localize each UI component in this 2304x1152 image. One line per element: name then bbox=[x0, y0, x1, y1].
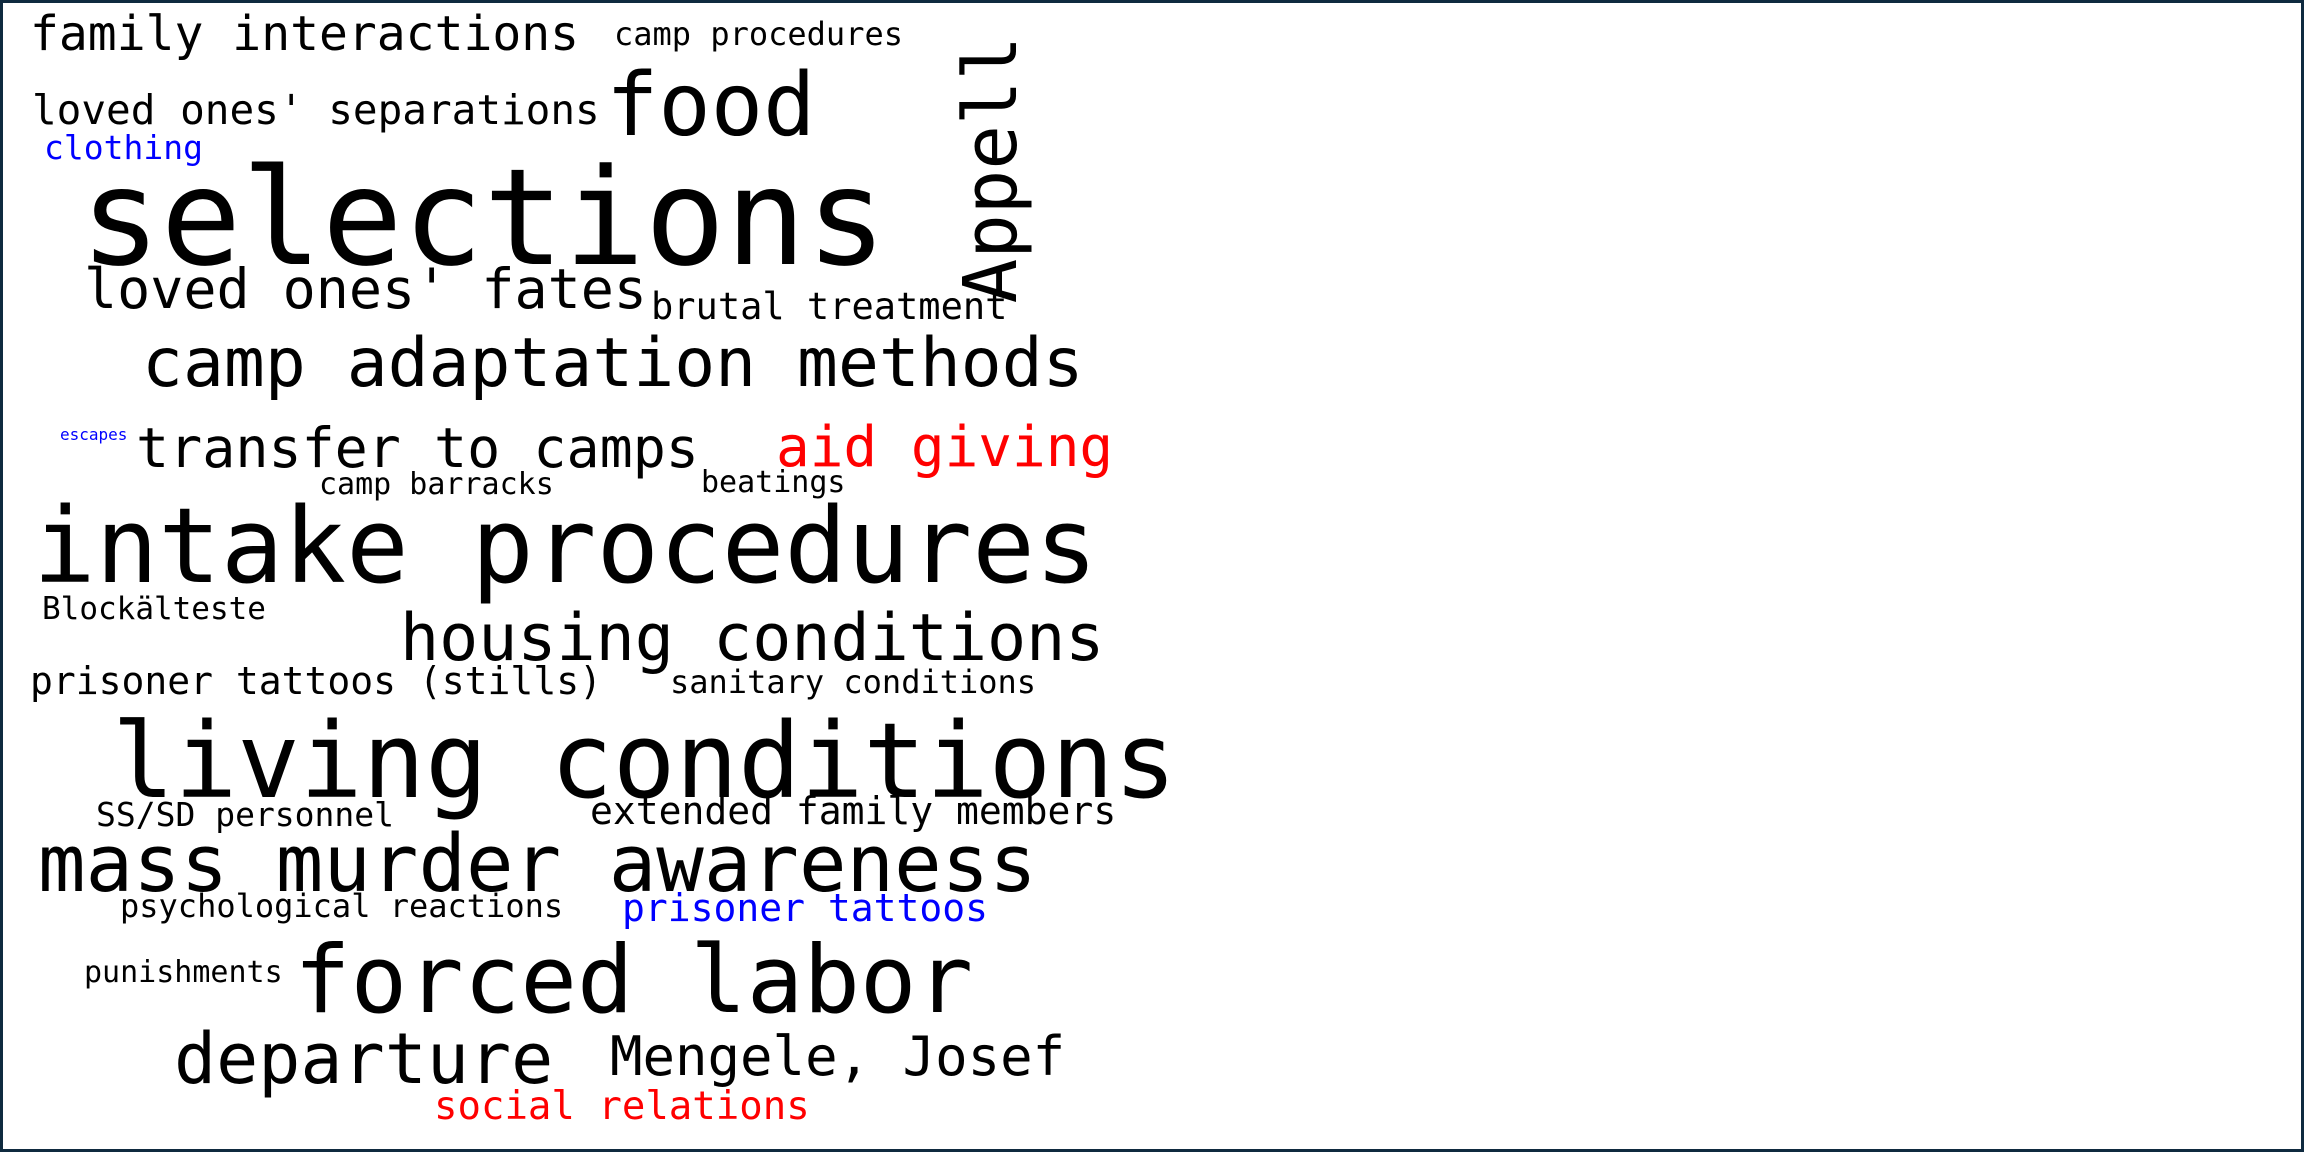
word-beatings: beatings bbox=[701, 465, 846, 500]
word-cloud-canvas: family interactions camp procedures love… bbox=[3, 3, 2301, 1149]
word-family-interactions: family interactions bbox=[30, 6, 580, 62]
word-psychological-reactions: psychological reactions bbox=[120, 887, 564, 925]
word-social-relations: social relations bbox=[434, 1084, 810, 1129]
word-mass-murder-awareness: mass murder awareness bbox=[38, 818, 1037, 910]
word-escapes: escapes bbox=[60, 425, 128, 444]
word-camp-barracks: camp barracks bbox=[319, 467, 554, 502]
word-food: food bbox=[606, 54, 816, 156]
word-intake-procedures: intake procedures bbox=[33, 485, 1098, 607]
word-selections: selections bbox=[80, 140, 887, 296]
word-sanitary-conditions: sanitary conditions bbox=[670, 663, 1037, 701]
word-extended-family-members: extended family members bbox=[590, 789, 1117, 833]
word-loved-ones-fates: loved ones' fates bbox=[84, 257, 647, 321]
word-transfer-to-camps: transfer to camps bbox=[136, 416, 699, 480]
word-mengele-josef: Mengele, Josef bbox=[610, 1025, 1066, 1088]
word-camp-adaptation-methods: camp adaptation methods bbox=[142, 324, 1084, 403]
word-camp-procedures: camp procedures bbox=[614, 15, 903, 53]
word-punishments: punishments bbox=[84, 955, 283, 990]
word-living-conditions: living conditions bbox=[112, 700, 1177, 822]
word-aid-giving: aid giving bbox=[776, 415, 1114, 480]
word-forced-labor: forced labor bbox=[294, 926, 974, 1035]
word-loved-ones-separations: loved ones' separations bbox=[32, 86, 600, 134]
word-brutal-treatment: brutal treatment bbox=[651, 285, 1008, 328]
word-housing-conditions: housing conditions bbox=[400, 601, 1105, 676]
word-departure: departure bbox=[174, 1018, 554, 1100]
word-ss-sd-personnel: SS/SD personnel bbox=[96, 795, 395, 834]
word-blockalteste: Blockälteste bbox=[42, 591, 266, 627]
word-appell: Appell bbox=[948, 36, 1034, 304]
word-clothing: clothing bbox=[44, 128, 203, 167]
word-prisoner-tattoos-stills: prisoner tattoos (stills) bbox=[30, 659, 602, 703]
word-prisoner-tattoos: prisoner tattoos bbox=[622, 886, 989, 930]
